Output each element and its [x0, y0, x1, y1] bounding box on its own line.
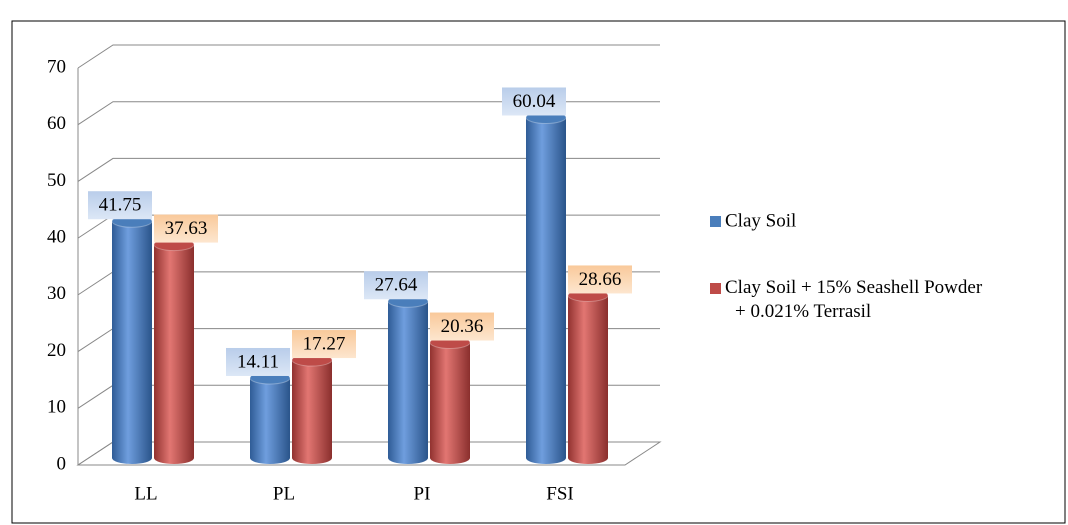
chart-border — [11, 20, 1066, 524]
data-label-box — [292, 330, 356, 359]
data-label-box — [430, 312, 494, 341]
legend-label: Clay Soil — [725, 210, 796, 231]
legend-swatch — [710, 216, 721, 227]
bar-group — [429, 336, 471, 464]
grid-line — [77, 157, 660, 182]
legend-swatch — [710, 283, 721, 294]
y-tick-label: 10 — [47, 397, 66, 418]
data-label: 28.66 — [579, 269, 622, 290]
bar — [250, 377, 290, 458]
bar — [430, 342, 470, 458]
data-label: 41.75 — [99, 195, 142, 216]
legend-label: Clay Soil + 15% Seashell Powder + 0.021% … — [725, 277, 983, 322]
bar-group — [525, 110, 567, 464]
x-tick-label: PL — [273, 483, 295, 504]
bar — [292, 360, 332, 458]
y-tick-label: 40 — [47, 227, 66, 248]
bar-group — [291, 353, 333, 464]
y-tick-label: 30 — [47, 283, 66, 304]
x-tick-label: PI — [414, 483, 431, 504]
grid-line — [77, 101, 660, 126]
bar-group — [567, 288, 609, 464]
x-tick-label: LL — [134, 483, 157, 504]
data-label-box — [226, 347, 290, 376]
bar-group — [111, 214, 153, 464]
data-label-box — [568, 265, 632, 294]
bar — [112, 221, 152, 458]
bar — [526, 117, 566, 458]
data-label: 60.04 — [513, 91, 556, 112]
x-tick-label: FSI — [546, 483, 573, 504]
y-tick-label: 50 — [47, 170, 66, 191]
y-tick-label: 60 — [47, 113, 66, 134]
bar-group — [249, 371, 291, 464]
bar — [154, 244, 194, 458]
grid-line — [77, 44, 660, 69]
data-label: 37.63 — [165, 218, 208, 239]
data-label: 14.11 — [237, 351, 279, 372]
data-label: 20.36 — [441, 316, 484, 337]
data-label-box — [364, 271, 428, 300]
y-tick-label: 20 — [47, 340, 66, 361]
data-label: 27.64 — [375, 275, 418, 296]
data-label-box — [154, 214, 218, 243]
data-label: 17.27 — [303, 333, 346, 354]
bar-group — [153, 238, 195, 464]
y-tick-label: 0 — [57, 453, 67, 474]
data-label-box — [88, 191, 152, 220]
bar-group — [387, 294, 429, 464]
bar — [568, 295, 608, 458]
data-label-box — [502, 87, 566, 116]
bar — [388, 301, 428, 458]
y-tick-label: 70 — [47, 56, 66, 77]
